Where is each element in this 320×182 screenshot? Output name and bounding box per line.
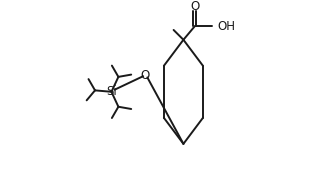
Text: O: O xyxy=(140,69,150,82)
Text: Si: Si xyxy=(106,85,117,98)
Text: OH: OH xyxy=(217,20,235,33)
Text: O: O xyxy=(190,0,199,13)
